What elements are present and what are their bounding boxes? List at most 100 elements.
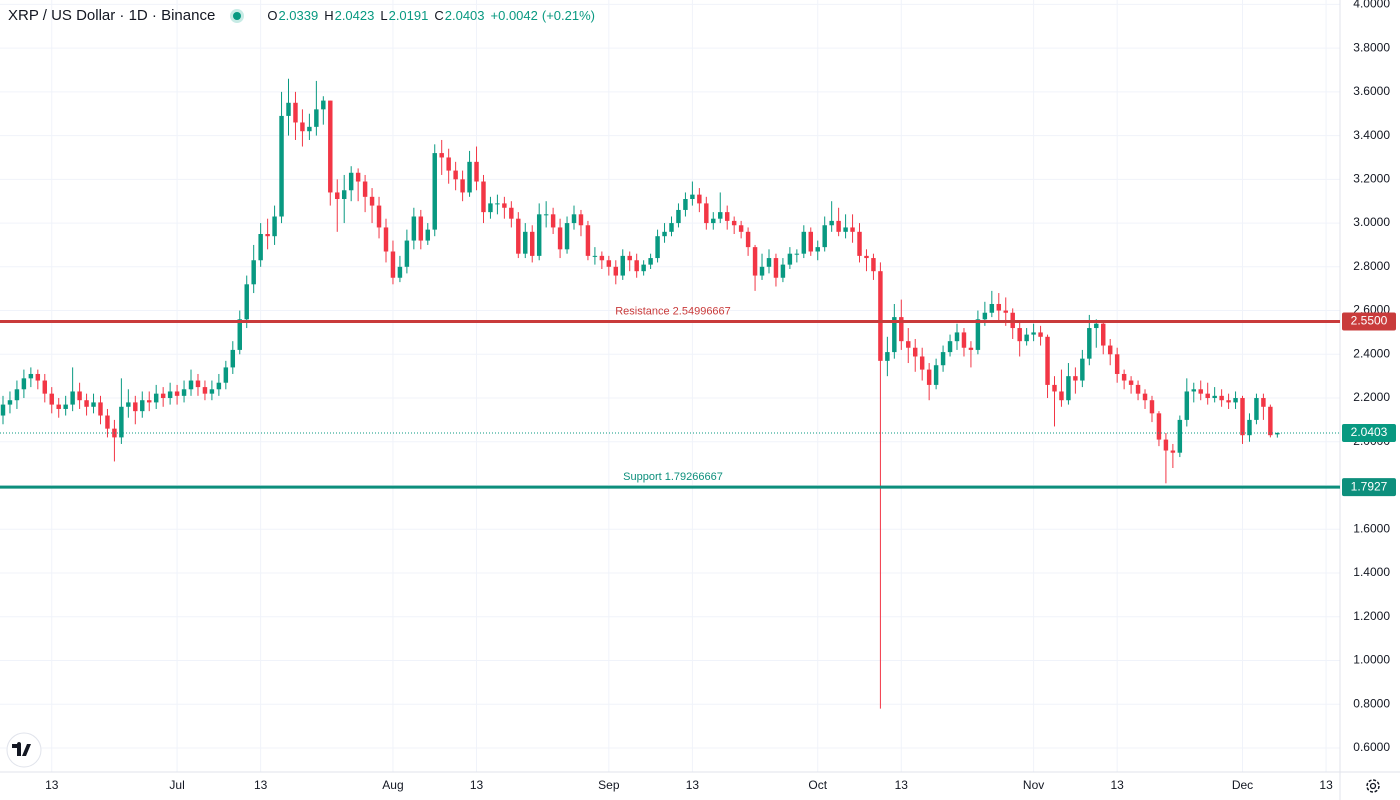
candle-body [0, 404, 6, 416]
candle-body [432, 153, 437, 230]
candle-body [1135, 384, 1141, 394]
candle-body [516, 218, 521, 254]
x-tick-label: Aug [382, 778, 403, 792]
candle-body [1087, 328, 1092, 359]
x-tick-label: Nov [1023, 778, 1044, 792]
candle-body [1066, 376, 1071, 401]
symbol-title[interactable]: XRP / US Dollar · 1D · Binance [8, 7, 216, 24]
candle-body [1184, 391, 1190, 420]
candle-body [1240, 398, 1245, 436]
candle-body [369, 196, 375, 206]
candle-body [1170, 450, 1176, 453]
candle-body [119, 406, 124, 438]
candle-body [502, 203, 507, 208]
candle-body [599, 255, 605, 261]
candle-body [376, 205, 382, 228]
candle-body [84, 400, 89, 407]
candle-body [550, 214, 556, 228]
candle-body [474, 161, 479, 182]
change-percent: (+0.21%) [541, 8, 595, 23]
candle-body [390, 251, 396, 278]
level-tag-label: 2.5500 [1351, 314, 1388, 328]
candle-body [815, 247, 820, 252]
candle-body [919, 356, 925, 370]
candle-body [711, 218, 716, 224]
candle-body [836, 220, 841, 232]
level-tag [1342, 312, 1396, 331]
candle-body [355, 172, 361, 182]
candle-body [56, 404, 61, 409]
settings-icon[interactable] [1366, 779, 1380, 793]
y-tick-label: 3.4000 [1353, 128, 1390, 142]
x-tick-label: 13 [470, 778, 484, 792]
candle-body [167, 391, 173, 399]
candle-body [42, 380, 48, 394]
candle-body [98, 402, 103, 416]
candle-body [279, 115, 284, 217]
candle-body [160, 393, 166, 399]
candle-body [397, 266, 403, 278]
candle-body [523, 231, 528, 254]
candle-body [91, 402, 96, 407]
candle-body [28, 373, 34, 379]
status-dot [233, 11, 242, 20]
x-tick-label: 13 [895, 778, 909, 792]
candle-body [933, 365, 939, 385]
candle-body [578, 214, 584, 226]
candle-body [453, 170, 458, 180]
candle-body [592, 255, 598, 257]
candle-body [293, 102, 298, 123]
candle-body [676, 209, 681, 224]
candle-body [982, 312, 988, 320]
candle-body [1275, 432, 1280, 435]
x-tick-label: 13 [45, 778, 59, 792]
candle-body [1107, 345, 1113, 355]
candle-body [460, 179, 465, 193]
candle-body [1073, 376, 1078, 381]
candle-body [627, 255, 632, 261]
candle-body [1094, 323, 1099, 329]
candle-body [968, 347, 974, 350]
candle-body [7, 400, 13, 405]
candle-body [181, 389, 187, 396]
ohlc-value: 2.0339 [278, 8, 319, 23]
candle-body [272, 216, 277, 237]
candle-body [1261, 398, 1266, 407]
candle-body [307, 126, 312, 132]
candle-body [690, 194, 695, 200]
candle-body [1163, 439, 1169, 451]
candle-body [1219, 395, 1224, 401]
candle-body [286, 102, 291, 116]
candle-body [70, 391, 75, 405]
y-tick-label: 0.8000 [1353, 696, 1390, 710]
candle-body [961, 332, 967, 348]
candle-body [704, 203, 709, 224]
candle-body [940, 352, 946, 366]
y-tick-label: 2.2000 [1353, 390, 1390, 404]
candle-body [787, 253, 793, 265]
level-label: Support 1.79266667 [623, 471, 723, 483]
candle-body [843, 227, 848, 232]
x-tick-label: 13 [686, 778, 700, 792]
candle-body [209, 389, 215, 394]
x-tick-label: 13 [254, 778, 268, 792]
candle-body [188, 380, 194, 390]
y-tick-label: 3.8000 [1353, 40, 1390, 54]
candle-body [488, 203, 493, 213]
candle-body [724, 212, 730, 221]
candle-body [341, 190, 347, 200]
candle-body [140, 400, 145, 412]
candle-body [1212, 395, 1217, 399]
candle-body [1059, 391, 1064, 401]
candle-body [258, 234, 263, 261]
candle-body [697, 194, 702, 204]
candle-body [383, 227, 389, 252]
candle-body [1080, 358, 1085, 381]
candle-body [147, 400, 152, 403]
candle-body [1177, 419, 1183, 453]
candle-body [1254, 398, 1259, 420]
candle-body [683, 199, 688, 210]
candle-body [892, 317, 897, 353]
candle-body [230, 349, 236, 368]
